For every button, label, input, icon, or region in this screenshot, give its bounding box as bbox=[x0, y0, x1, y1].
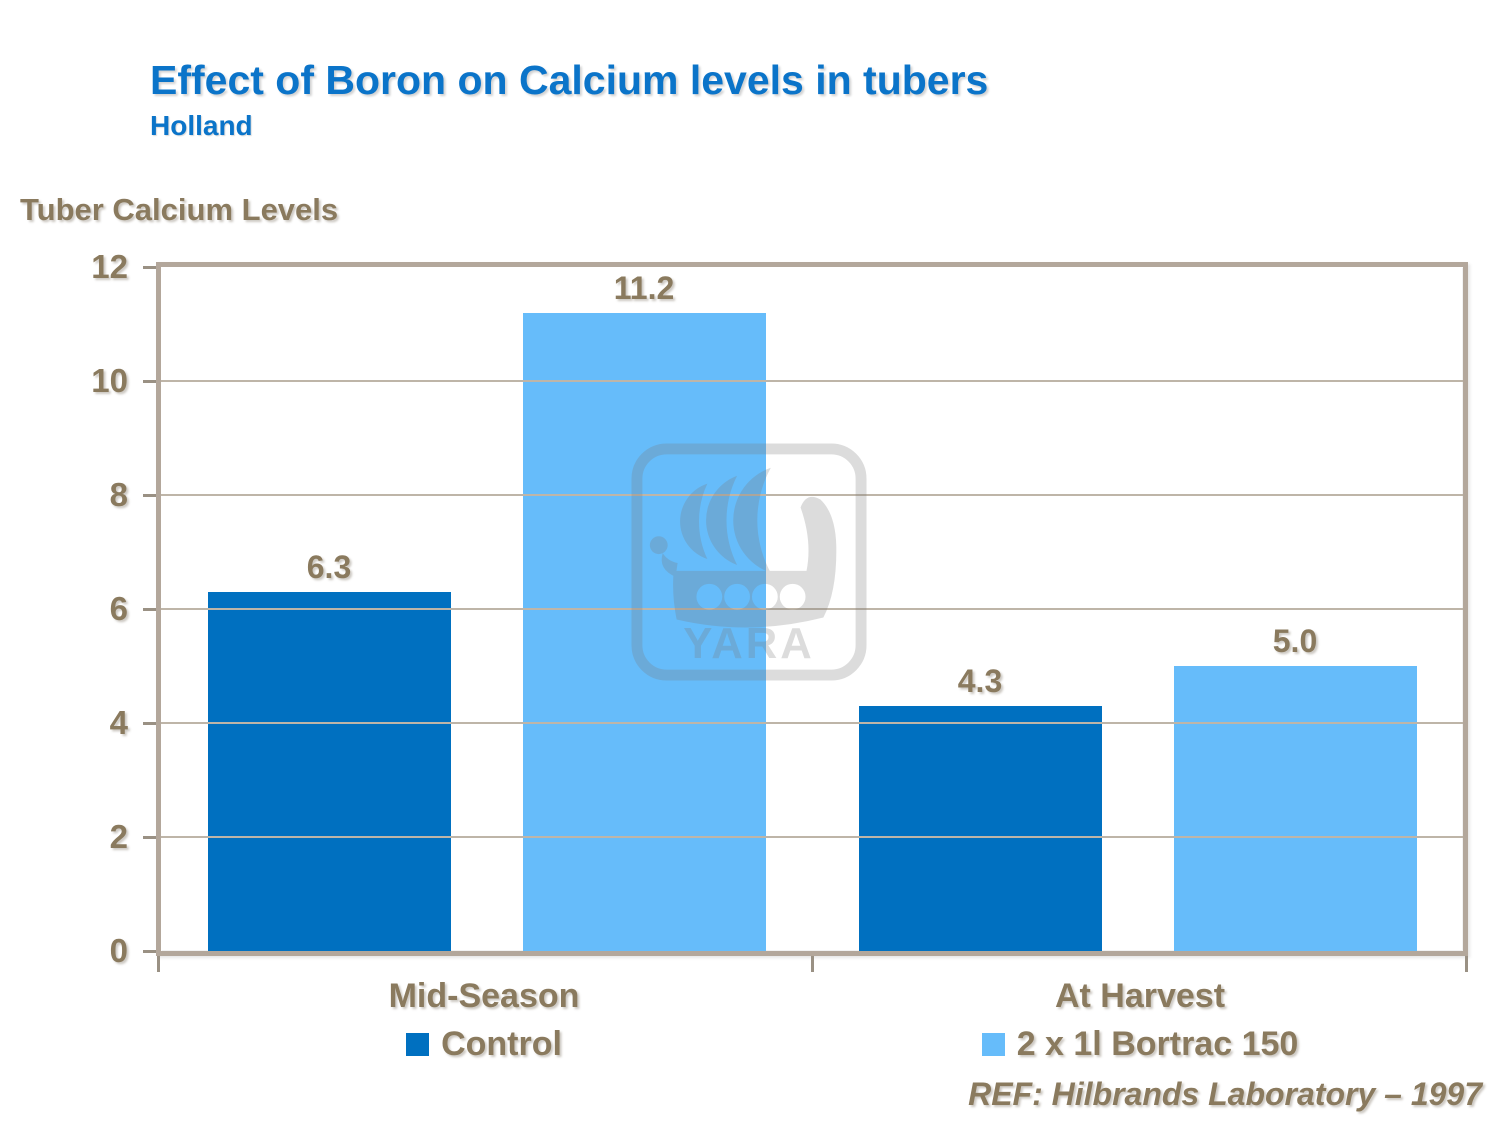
y-tick-label: 0 bbox=[109, 932, 128, 969]
bar-control-mid-season bbox=[207, 591, 451, 951]
bar-value-label: 5.0 bbox=[1272, 623, 1318, 659]
chart-subtitle: Holland bbox=[150, 110, 253, 141]
y-axis-title: Tuber Calcium Levels bbox=[20, 192, 339, 227]
reference-note: REF: Hilbrands Laboratory – 1997 bbox=[968, 1076, 1482, 1112]
legend-item-2-x-1l-bortrac-150: 2 x 1l Bortrac 150 bbox=[812, 1022, 1468, 1066]
gridline bbox=[161, 836, 1463, 838]
category-axis-tick bbox=[157, 956, 160, 972]
bar-column-control: 6.3 bbox=[207, 267, 451, 951]
bar-group-at-harvest: 4.3 5.0 bbox=[812, 267, 1463, 951]
y-tick-label: 8 bbox=[109, 476, 128, 513]
category-label-at-harvest: At Harvest bbox=[1054, 977, 1226, 1015]
plot-inner: 6.3 11.2 4.3 5.0 bbox=[161, 267, 1463, 951]
bar-group-mid-season: 6.3 11.2 bbox=[161, 267, 812, 951]
y-tick-label: 12 bbox=[91, 248, 128, 285]
gridline bbox=[161, 608, 1463, 610]
category-label-mid-season: Mid-Season bbox=[388, 977, 580, 1015]
gridline bbox=[161, 722, 1463, 724]
bar-value-label: 6.3 bbox=[306, 548, 352, 585]
y-tick-label: 4 bbox=[109, 704, 128, 741]
bar-groups: 6.3 11.2 4.3 5.0 bbox=[161, 267, 1463, 951]
legend-swatch-control bbox=[406, 1032, 430, 1056]
plot-area: 6.3 11.2 4.3 5.0 bbox=[156, 262, 1468, 956]
y-tick-label: 10 bbox=[91, 362, 128, 399]
chart-title: Effect of Boron on Calcium levels in tub… bbox=[150, 57, 989, 103]
bar-control-at-harvest bbox=[858, 705, 1102, 951]
category-axis: Mid-Season At Harvest bbox=[156, 974, 1468, 1018]
y-tick-label: 2 bbox=[109, 818, 128, 855]
y-tick-label: 6 bbox=[109, 590, 128, 627]
category-axis-tick bbox=[811, 956, 814, 972]
bar-column-control: 4.3 bbox=[858, 267, 1102, 951]
bar-column-2-x-1l-bortrac-150: 11.2 bbox=[522, 267, 766, 951]
gridline bbox=[161, 380, 1463, 382]
bar-value-label: 4.3 bbox=[957, 662, 1003, 699]
gridline bbox=[161, 494, 1463, 496]
bar-value-label: 11.2 bbox=[613, 269, 675, 306]
bar-column-2-x-1l-bortrac-150: 5.0 bbox=[1173, 267, 1417, 951]
legend: Control 2 x 1l Bortrac 150 bbox=[156, 1022, 1468, 1066]
bar-2-x-1l-bortrac-150-mid-season bbox=[522, 312, 766, 951]
legend-label-2-x-1l-bortrac-150: 2 x 1l Bortrac 150 bbox=[1016, 1025, 1299, 1063]
legend-item-control: Control bbox=[156, 1022, 812, 1066]
bar-2-x-1l-bortrac-150-at-harvest bbox=[1173, 666, 1417, 951]
category-axis-tick bbox=[1465, 956, 1468, 972]
legend-label-control: Control bbox=[441, 1025, 562, 1063]
legend-swatch-2-x-1l-bortrac-150 bbox=[981, 1032, 1005, 1056]
